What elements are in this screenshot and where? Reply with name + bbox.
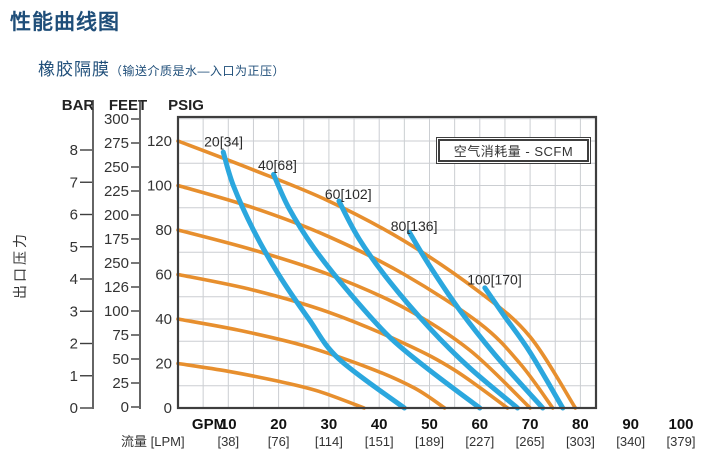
air-consumption-curve (406, 229, 546, 411)
feet-tick-label: 100 (104, 303, 129, 320)
subtitle-text: 橡胶隔膜 (38, 60, 110, 79)
psig-tick-label: 120 (147, 133, 172, 150)
lpm-tick-label: [114] (315, 434, 343, 449)
air-curve-label: 100[170] (467, 272, 521, 288)
air-curve-label: 20[34] (204, 134, 243, 150)
bar-tick-label: 7 (70, 174, 78, 191)
page-title: 性能曲线图 (10, 11, 120, 34)
feet-tick-label: 75 (112, 327, 129, 344)
lpm-tick-label: [38] (217, 434, 239, 449)
gpm-tick-label: 50 (421, 416, 438, 433)
water-pressure-curve (176, 139, 578, 410)
psig-tick-label: 0 (164, 400, 172, 417)
pressure-unit-header: PSIG (168, 97, 204, 114)
legend-box: 空气消耗量 - SCFM (436, 137, 591, 164)
gpm-tick-label: 60 (471, 416, 488, 433)
feet-tick-label: 126 (104, 279, 129, 296)
bar-tick-label: 0 (70, 400, 78, 417)
gpm-tick-label: 10 (220, 416, 237, 433)
legend-inner-frame: 空气消耗量 - SCFM (438, 139, 589, 162)
lpm-tick-label: [151] (365, 434, 394, 449)
water-pressure-curve (176, 272, 510, 410)
feet-tick-label: 250 (104, 255, 129, 272)
plot-border (176, 115, 598, 410)
y-axis-title: 出口压力 (12, 231, 28, 299)
gpm-tick-label: 80 (572, 416, 589, 433)
water-pressure-curve (176, 361, 366, 410)
air-consumption-curve (271, 171, 483, 411)
psig-tick-label: 100 (147, 178, 172, 195)
feet-tick-label: 200 (104, 207, 129, 224)
subtitle-note: （输送介质是水—入口为正压） (110, 64, 286, 78)
gpm-tick-label: 90 (622, 416, 639, 433)
feet-tick-label: 50 (112, 351, 129, 368)
psig-tick-label: 20 (155, 356, 172, 373)
feet-tick-label: 0 (121, 399, 129, 416)
chart-subtitle: 橡胶隔膜（输送介质是水—入口为正压） (38, 55, 285, 80)
psig-tick-label: 40 (155, 311, 172, 328)
gpm-tick-label: 100 (668, 416, 693, 433)
air-curve-label: 80[136] (391, 218, 438, 234)
bar-tick-label: 3 (70, 303, 78, 320)
bar-tick-label: 2 (70, 336, 78, 353)
gpm-tick-label: 40 (371, 416, 388, 433)
x-axis-unit-lpm: 流量 [LPM] (121, 434, 185, 449)
water-pressure-curve (176, 183, 555, 410)
feet-tick-label: 25 (112, 375, 129, 392)
bar-tick-label: 6 (70, 207, 78, 224)
lpm-tick-label: [227] (465, 434, 494, 449)
pressure-unit-header: BAR (62, 97, 95, 114)
bar-tick-label: 1 (70, 368, 78, 385)
legend-label: 空气消耗量 - SCFM (453, 144, 574, 159)
feet-tick-label: 300 (104, 111, 129, 128)
lpm-tick-label: [303] (566, 434, 595, 449)
air-curve-label: 60[102] (325, 186, 372, 202)
gpm-tick-label: 30 (321, 416, 338, 433)
psig-tick-label: 80 (155, 222, 172, 239)
feet-tick-label: 225 (104, 183, 129, 200)
gpm-tick-label: 20 (270, 416, 287, 433)
gpm-tick-label: 70 (522, 416, 539, 433)
lpm-tick-label: [265] (516, 434, 545, 449)
bar-tick-label: 4 (70, 271, 78, 288)
air-curve-label: 40[68] (258, 157, 297, 173)
lpm-tick-label: [189] (415, 434, 444, 449)
feet-tick-label: 275 (104, 135, 129, 152)
water-pressure-curve (176, 228, 532, 410)
lpm-tick-label: [76] (268, 434, 290, 449)
psig-tick-label: 60 (155, 267, 172, 284)
air-consumption-curve (336, 198, 520, 411)
feet-tick-label: 175 (104, 231, 129, 248)
bar-tick-label: 8 (70, 142, 78, 159)
bar-tick-label: 5 (70, 239, 78, 256)
x-axis-unit-gpm: GPM (192, 416, 226, 433)
air-consumption-curve (482, 285, 566, 411)
lpm-tick-label: [340] (616, 434, 645, 449)
feet-tick-label: 250 (104, 159, 129, 176)
lpm-tick-label: [379] (667, 434, 696, 449)
pressure-unit-header: FEET (109, 97, 147, 114)
air-consumption-curve (220, 149, 407, 411)
